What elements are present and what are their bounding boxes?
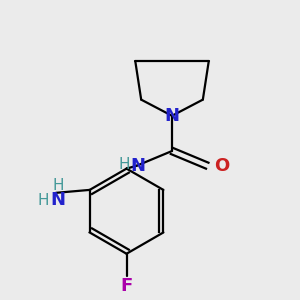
Text: H: H: [119, 157, 130, 172]
Text: O: O: [214, 157, 229, 175]
Text: N: N: [131, 157, 146, 175]
Text: H: H: [52, 178, 64, 193]
Text: F: F: [120, 277, 133, 295]
Text: N: N: [51, 191, 66, 209]
Text: N: N: [164, 107, 179, 125]
Text: H: H: [38, 193, 49, 208]
